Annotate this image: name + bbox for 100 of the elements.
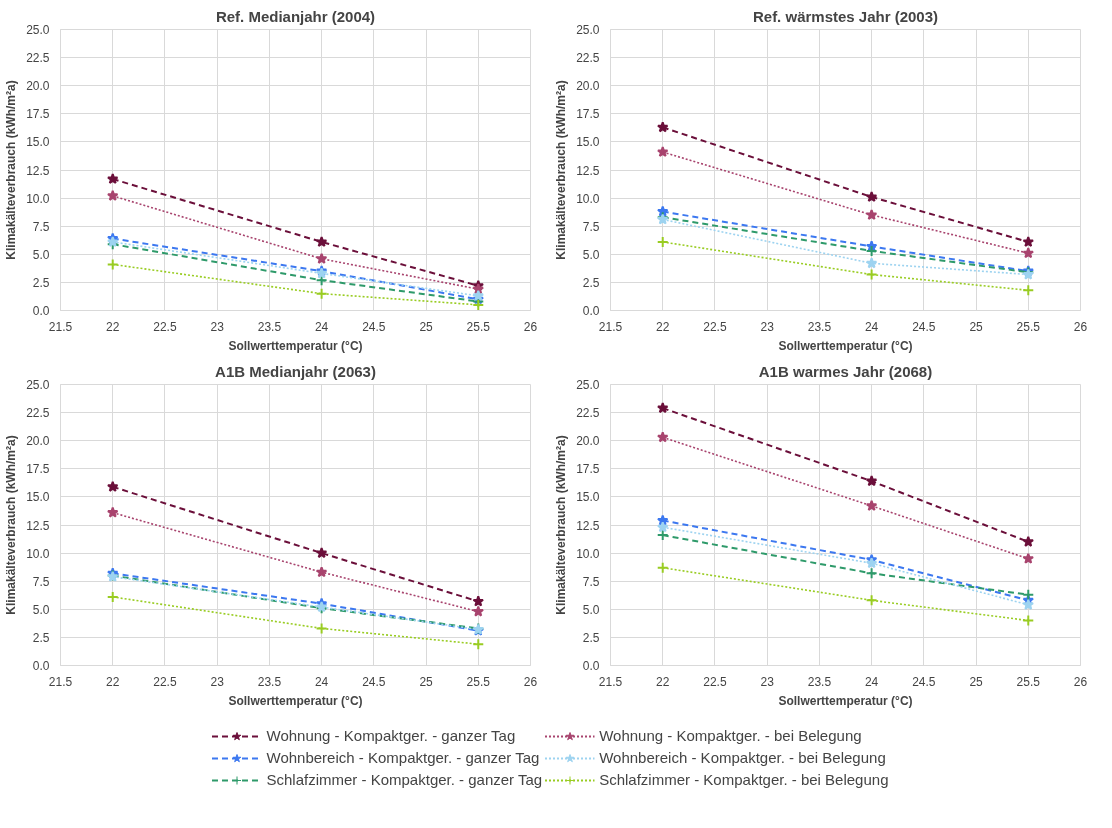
x-tick-label: 25.5 bbox=[466, 674, 491, 689]
x-tick-label: 26 bbox=[523, 674, 538, 689]
y-tick-label: 17.5 bbox=[26, 107, 50, 122]
y-tick-label: 5.0 bbox=[32, 247, 50, 262]
legend-label: Schlafzimmer - Kompaktger. - bei Belegung bbox=[599, 770, 889, 790]
y-tick-label: 10.0 bbox=[26, 546, 50, 561]
y-tick-label: 15.0 bbox=[576, 490, 600, 505]
y-tick-label: 12.5 bbox=[576, 163, 600, 178]
y-tick-label: 12.5 bbox=[26, 518, 50, 533]
y-tick-label: 25.0 bbox=[576, 23, 600, 37]
x-tick-label: 23 bbox=[760, 319, 775, 334]
y-tick-label: 15.0 bbox=[26, 490, 50, 505]
y-tick-label: 12.5 bbox=[26, 163, 50, 178]
x-tick-label: 26 bbox=[1073, 319, 1088, 334]
y-tick-label: 5.0 bbox=[582, 247, 600, 262]
x-tick-label: 23 bbox=[760, 674, 775, 689]
chart-title: Ref. Medianjahr (2004) bbox=[215, 7, 376, 25]
y-tick-label: 7.5 bbox=[582, 574, 600, 589]
y-tick-label: 20.0 bbox=[576, 434, 600, 449]
x-tick-label: 25 bbox=[969, 319, 984, 334]
legend-label: Wohnbereich - Kompaktger. - ganzer Tag bbox=[266, 748, 540, 768]
x-tick-label: 22 bbox=[106, 319, 120, 334]
y-tick-label: 22.5 bbox=[576, 406, 600, 421]
y-tick-label: 7.5 bbox=[32, 219, 50, 234]
y-tick-label: 17.5 bbox=[576, 107, 600, 122]
x-tick-label: 25 bbox=[419, 674, 434, 689]
x-tick-label: 26 bbox=[1073, 674, 1088, 689]
x-tick-label: 25.5 bbox=[1016, 319, 1041, 334]
chart-title: A1B Medianjahr (2063) bbox=[215, 362, 376, 380]
x-tick-label: 22.5 bbox=[703, 319, 727, 334]
y-tick-label: 17.5 bbox=[26, 462, 50, 477]
x-axis-title: Sollwerttemperatur (°C) bbox=[778, 338, 913, 353]
y-tick-label: 20.0 bbox=[576, 79, 600, 94]
legend-label: Wohnbereich - Kompaktger. - bei Belegung bbox=[599, 748, 886, 768]
y-axis-title: Klimakälteverbrauch (kWh/m²a) bbox=[4, 435, 19, 615]
x-tick-label: 22 bbox=[656, 319, 670, 334]
x-tick-label: 24 bbox=[864, 674, 879, 689]
x-tick-label: 22 bbox=[106, 674, 120, 689]
x-axis-title: Sollwerttemperatur (°C) bbox=[228, 338, 363, 353]
x-tick-label: 21.5 bbox=[48, 319, 73, 334]
y-tick-label: 2.5 bbox=[582, 630, 600, 645]
x-tick-label: 21.5 bbox=[48, 674, 73, 689]
x-tick-label: 22.5 bbox=[703, 674, 727, 689]
y-tick-label: 20.0 bbox=[26, 79, 50, 94]
y-tick-label: 15.0 bbox=[26, 135, 50, 150]
y-axis-title: Klimakälteverbrauch (kWh/m²a) bbox=[4, 80, 19, 260]
y-tick-label: 0.0 bbox=[32, 304, 50, 318]
y-tick-label: 10.0 bbox=[26, 191, 50, 206]
x-tick-label: 25.5 bbox=[466, 319, 491, 334]
x-tick-label: 24 bbox=[314, 674, 329, 689]
x-axis-title: Sollwerttemperatur (°C) bbox=[228, 693, 363, 708]
y-tick-label: 2.5 bbox=[582, 275, 600, 290]
y-tick-label: 7.5 bbox=[582, 219, 600, 234]
x-tick-label: 23 bbox=[210, 319, 225, 334]
x-tick-label: 23.5 bbox=[807, 674, 832, 689]
y-tick-label: 22.5 bbox=[26, 406, 50, 421]
y-tick-label: 5.0 bbox=[582, 602, 600, 617]
legend-label: Wohnung - Kompaktger. - ganzer Tag bbox=[266, 726, 516, 746]
x-axis-title: Sollwerttemperatur (°C) bbox=[778, 693, 913, 708]
y-tick-label: 20.0 bbox=[26, 434, 50, 449]
x-tick-label: 25 bbox=[969, 674, 984, 689]
y-tick-label: 17.5 bbox=[576, 462, 600, 477]
y-axis-title: Klimakälteverbrauch (kWh/m²a) bbox=[554, 80, 569, 260]
y-tick-label: 7.5 bbox=[32, 574, 50, 589]
x-tick-label: 23 bbox=[210, 674, 225, 689]
y-tick-label: 15.0 bbox=[576, 135, 600, 150]
x-tick-label: 24.5 bbox=[362, 319, 386, 334]
y-tick-label: 0.0 bbox=[582, 304, 600, 318]
x-tick-label: 23.5 bbox=[257, 674, 282, 689]
y-tick-label: 22.5 bbox=[576, 51, 600, 66]
x-tick-label: 22.5 bbox=[153, 674, 177, 689]
y-tick-label: 2.5 bbox=[32, 630, 50, 645]
chart-title: Ref. wärmstes Jahr (2003) bbox=[752, 7, 939, 25]
x-tick-label: 25.5 bbox=[1016, 674, 1041, 689]
y-tick-label: 25.0 bbox=[26, 23, 50, 37]
x-tick-label: 25 bbox=[419, 319, 434, 334]
y-tick-label: 10.0 bbox=[576, 191, 600, 206]
x-tick-label: 26 bbox=[523, 319, 538, 334]
legend-label: Wohnung - Kompaktger. - bei Belegung bbox=[599, 726, 862, 746]
x-tick-label: 21.5 bbox=[598, 674, 623, 689]
x-tick-label: 22 bbox=[656, 674, 670, 689]
y-tick-label: 12.5 bbox=[576, 518, 600, 533]
x-tick-label: 24.5 bbox=[912, 319, 936, 334]
y-tick-label: 2.5 bbox=[32, 275, 50, 290]
x-tick-label: 24.5 bbox=[912, 674, 936, 689]
y-axis-title: Klimakälteverbrauch (kWh/m²a) bbox=[554, 435, 569, 615]
x-tick-label: 23.5 bbox=[807, 319, 832, 334]
x-tick-label: 24 bbox=[864, 319, 879, 334]
x-tick-label: 22.5 bbox=[153, 319, 177, 334]
chart-title: A1B warmes Jahr (2068) bbox=[758, 362, 933, 380]
x-tick-label: 24.5 bbox=[362, 674, 386, 689]
x-tick-label: 24 bbox=[314, 319, 329, 334]
legend-label: Schlafzimmer - Kompaktger. - ganzer Tag bbox=[266, 770, 543, 790]
y-tick-label: 0.0 bbox=[582, 659, 600, 673]
y-tick-label: 25.0 bbox=[26, 378, 50, 392]
y-tick-label: 10.0 bbox=[576, 546, 600, 561]
y-tick-label: 25.0 bbox=[576, 378, 600, 392]
x-tick-label: 23.5 bbox=[257, 319, 282, 334]
x-tick-label: 21.5 bbox=[598, 319, 623, 334]
y-tick-label: 22.5 bbox=[26, 51, 50, 66]
